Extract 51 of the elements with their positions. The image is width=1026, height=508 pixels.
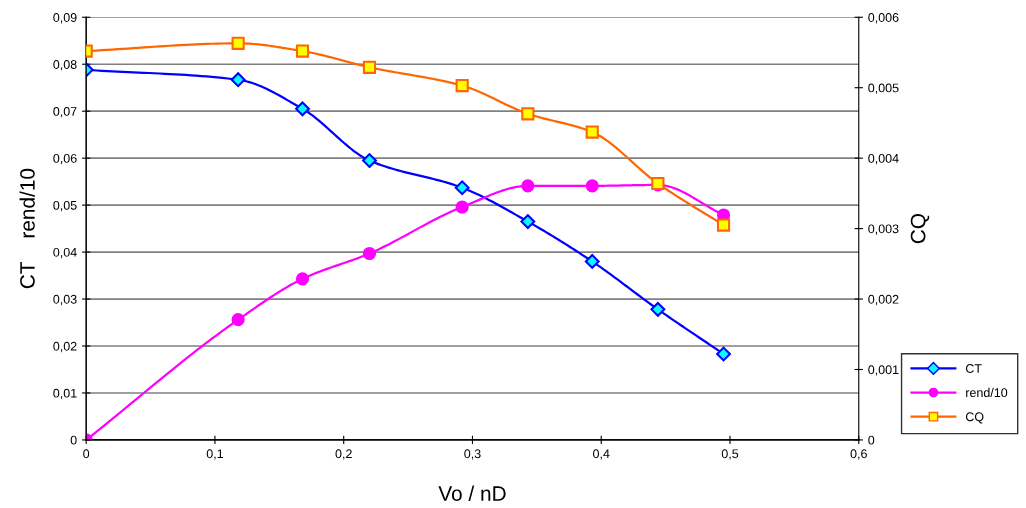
- point: [295, 272, 310, 286]
- y-tick-label: 0,08: [53, 60, 77, 71]
- point: [521, 107, 535, 121]
- x-tick-label: 0,2: [335, 449, 352, 460]
- point: [585, 125, 599, 139]
- x-tick-label: 0,4: [593, 449, 610, 460]
- point: [520, 214, 536, 229]
- legend-label: CQ: [965, 412, 984, 424]
- x-axis-title: Vo / nD: [438, 485, 506, 501]
- y-axis-title: CT rend/10: [19, 168, 35, 289]
- y-tick-label: 0: [70, 435, 77, 445]
- point: [230, 72, 246, 88]
- point: [585, 179, 599, 193]
- x-tick-label: 0,6: [850, 449, 867, 460]
- y-tick-label: 0,02: [53, 341, 77, 353]
- point: [362, 246, 377, 261]
- y-tick-label: 0,04: [53, 247, 77, 259]
- point: [584, 254, 600, 269]
- y2-axis-title: CQ: [910, 213, 930, 244]
- y2-tick-label: 0,003: [868, 224, 899, 235]
- point: [454, 180, 470, 196]
- point: [231, 36, 245, 50]
- y-tick-label: 0,03: [53, 294, 77, 306]
- x-tick-label: 0,3: [464, 449, 481, 460]
- y2-tick-label: 0,004: [868, 153, 899, 165]
- point: [362, 60, 377, 74]
- y-tick-label: 0,06: [53, 153, 77, 165]
- x-tick-label: 0: [83, 449, 90, 459]
- y2-tick-label: 0,006: [868, 13, 899, 24]
- y-tick-label: 0,05: [53, 200, 77, 212]
- y-tick-label: 0,09: [53, 13, 77, 24]
- legend-label: rend/10: [966, 387, 1008, 398]
- point: [716, 218, 731, 232]
- y-tick-label: 0,07: [53, 107, 77, 118]
- y2-tick-label: 0,001: [868, 365, 899, 376]
- y-tick-label: 0,01: [53, 388, 77, 400]
- y2-tick-label: 0: [868, 435, 875, 445]
- x-tick-label: 0,5: [721, 449, 739, 460]
- point: [295, 101, 310, 117]
- y2-tick-label: 0,002: [868, 294, 899, 306]
- point: [650, 301, 666, 317]
- point: [455, 79, 469, 93]
- point: [521, 179, 535, 193]
- point: [231, 313, 245, 327]
- y2-tick-label: 0,005: [868, 83, 899, 94]
- legend-label: CT: [965, 364, 982, 373]
- point: [716, 346, 731, 362]
- point: [455, 200, 469, 214]
- point: [362, 153, 377, 168]
- x-tick-label: 0,1: [206, 449, 224, 460]
- point: [295, 44, 310, 58]
